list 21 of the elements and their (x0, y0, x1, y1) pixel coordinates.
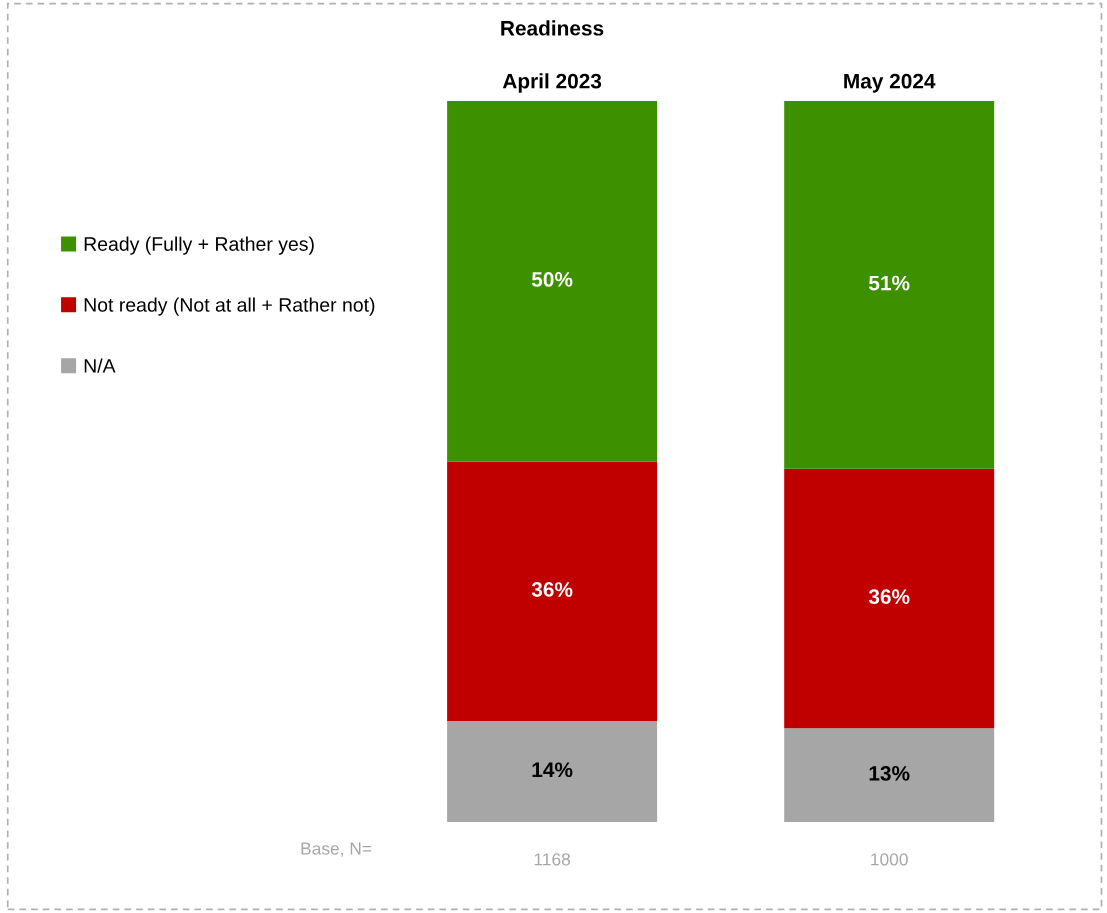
bar (447, 100, 658, 462)
x-tick-label: May 2024 (844, 73, 936, 93)
data-label: 50% (531, 272, 573, 287)
chart-title: Readiness (501, 20, 604, 36)
bar (784, 468, 995, 729)
data-label: 14% (532, 762, 573, 778)
bar (784, 728, 995, 822)
data-label: 51% (868, 275, 910, 291)
legend-label: Ready (Fully + Rather yes) (84, 236, 314, 255)
x-tick-label: April 2023 (502, 73, 602, 93)
legend-label: Not ready (Not at all + Rather not) (84, 297, 375, 316)
data-label: 36% (531, 582, 573, 597)
text: Base, N= (301, 842, 372, 857)
text: 1168 (534, 853, 571, 866)
bar (447, 721, 658, 822)
data-label: 13% (869, 765, 910, 781)
text: 1000 (871, 853, 908, 866)
data-label: 36% (868, 589, 910, 605)
bar (447, 461, 658, 722)
legend-label: N/A (84, 358, 116, 373)
bar (784, 100, 995, 469)
